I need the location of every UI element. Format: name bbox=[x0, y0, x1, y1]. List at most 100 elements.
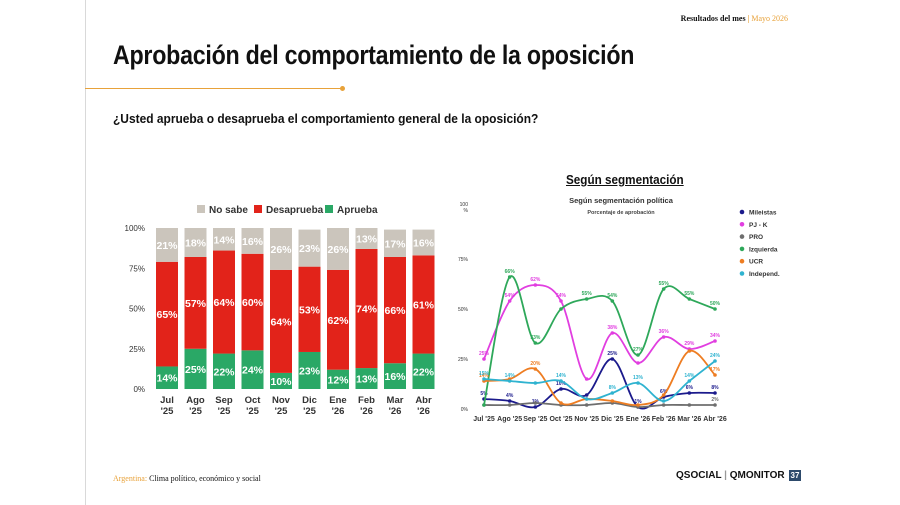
bar-segment-aprueba bbox=[184, 348, 207, 389]
series-data-label: 10% bbox=[556, 381, 567, 387]
series-point-ucr bbox=[713, 373, 717, 377]
x-tick-label: '25 bbox=[189, 406, 203, 417]
bar-data-label: 64% bbox=[270, 316, 292, 328]
series-point-izquierda bbox=[507, 275, 512, 279]
series-data-label: 27% bbox=[633, 347, 644, 353]
series-data-label: 50% bbox=[710, 301, 721, 307]
legend-label: UCR bbox=[749, 259, 763, 266]
line-chart-title: Según segmentación política bbox=[569, 196, 674, 205]
bar-data-label: 26% bbox=[327, 244, 349, 256]
bar-segment-desaprueba bbox=[298, 266, 321, 352]
x-tick-label: '25 bbox=[218, 406, 232, 417]
x-tick-label: '26 bbox=[417, 406, 430, 417]
footer-text: Clima político, económico y social bbox=[149, 474, 261, 483]
series-point-ucr bbox=[533, 367, 538, 371]
y-tick-label: 25% bbox=[458, 357, 469, 363]
footer-caption: Argentina: Clima político, económico y s… bbox=[113, 474, 261, 483]
series-data-label: 55% bbox=[582, 291, 593, 297]
series-data-label: 4% bbox=[506, 393, 514, 399]
title-underline bbox=[85, 88, 343, 89]
series-point-izquierda bbox=[713, 307, 717, 311]
x-tick-label: Feb bbox=[358, 395, 375, 406]
bar-data-label: 13% bbox=[356, 233, 378, 245]
left-divider bbox=[85, 0, 86, 505]
bar-data-label: 61% bbox=[413, 299, 435, 311]
series-data-label: 14% bbox=[684, 373, 695, 379]
bar-data-label: 12% bbox=[327, 374, 349, 386]
series-data-label: 2% bbox=[711, 397, 719, 403]
series-point-izquierda bbox=[559, 307, 563, 311]
series-data-label: 15% bbox=[479, 371, 490, 377]
x-tick-label: Dic '25 bbox=[601, 416, 623, 423]
bar-data-label: 53% bbox=[299, 304, 321, 316]
series-point-mileistas bbox=[559, 387, 563, 391]
bar-segment-aprueba bbox=[241, 350, 264, 389]
series-point-independ bbox=[636, 381, 640, 385]
bar-segment-aprueba bbox=[298, 351, 321, 389]
bar-segment-no-sabe bbox=[270, 228, 292, 270]
x-tick-label: Ene bbox=[329, 395, 346, 406]
x-tick-label: Ago '25 bbox=[497, 416, 522, 423]
legend-label: Aprueba bbox=[337, 205, 378, 216]
series-point-pjk bbox=[713, 339, 717, 343]
y-tick-label: 75% bbox=[458, 257, 469, 263]
x-tick-label: Oct bbox=[245, 395, 262, 406]
series-line-mileistas bbox=[483, 358, 716, 410]
series-data-label: 54% bbox=[607, 293, 618, 299]
x-tick-label: Nov bbox=[272, 395, 291, 406]
series-data-label: 20% bbox=[530, 361, 541, 367]
y-tick-label: 50% bbox=[458, 307, 469, 313]
series-data-label: 13% bbox=[633, 375, 644, 381]
bar-segment-desaprueba bbox=[327, 269, 349, 370]
x-tick-label: Ene '26 bbox=[626, 416, 650, 423]
series-point-independ bbox=[584, 397, 589, 401]
y-tick-label: 75% bbox=[129, 264, 145, 273]
series-line-pjk bbox=[483, 284, 716, 380]
bar-data-label: 64% bbox=[213, 297, 235, 309]
bar-segment-desaprueba bbox=[241, 253, 264, 351]
series-point-mileistas bbox=[713, 391, 717, 395]
title-underline-dot bbox=[340, 86, 345, 91]
bar-segment-no-sabe bbox=[184, 228, 207, 257]
series-point-pjk bbox=[482, 357, 486, 361]
series-data-label: 6% bbox=[686, 385, 694, 391]
series-point-pro bbox=[507, 403, 512, 407]
series-point-pjk bbox=[507, 299, 512, 303]
series-point-pro bbox=[533, 401, 538, 405]
bar-data-label: 24% bbox=[242, 365, 264, 377]
series-line-ucr bbox=[483, 350, 716, 407]
x-tick-label: Jul bbox=[160, 395, 174, 406]
series-data-label: 62% bbox=[530, 277, 541, 283]
series-data-label: 36% bbox=[659, 329, 670, 335]
x-tick-label: Jul '25 bbox=[473, 416, 495, 423]
bar-data-label: 16% bbox=[384, 371, 406, 383]
x-tick-label: Mar bbox=[387, 395, 404, 406]
legend-marker-ucr bbox=[739, 258, 745, 264]
series-data-label: 25% bbox=[479, 351, 490, 357]
series-point-mileistas bbox=[610, 357, 615, 361]
series-data-label: 38% bbox=[607, 325, 618, 331]
series-point-independ bbox=[559, 379, 563, 383]
bar-data-label: 60% bbox=[242, 297, 264, 309]
legend-label: PJ - K bbox=[749, 222, 768, 229]
report-month: Mayo 2026 bbox=[751, 14, 788, 23]
qmonitor-logo: QMONITOR bbox=[729, 470, 785, 481]
bar-data-label: 10% bbox=[270, 376, 292, 388]
x-tick-label: Sep bbox=[215, 395, 233, 406]
series-point-independ bbox=[482, 377, 486, 381]
legend-label: No sabe bbox=[209, 205, 248, 216]
series-data-label: 55% bbox=[684, 291, 695, 297]
series-data-label: 8% bbox=[711, 385, 719, 391]
series-data-label: 6% bbox=[660, 389, 668, 395]
bar-data-label: 14% bbox=[156, 373, 178, 385]
series-point-mileistas bbox=[584, 393, 589, 397]
y-tick-label: 0% bbox=[461, 407, 469, 413]
series-point-pjk bbox=[636, 361, 640, 365]
series-point-independ bbox=[507, 379, 512, 383]
x-tick-label: '25 bbox=[161, 406, 175, 417]
qsocial-logo: QSOCIAL bbox=[676, 470, 722, 481]
series-point-izquierda bbox=[687, 297, 692, 301]
series-point-pjk bbox=[610, 331, 615, 335]
series-point-izquierda bbox=[584, 297, 589, 301]
